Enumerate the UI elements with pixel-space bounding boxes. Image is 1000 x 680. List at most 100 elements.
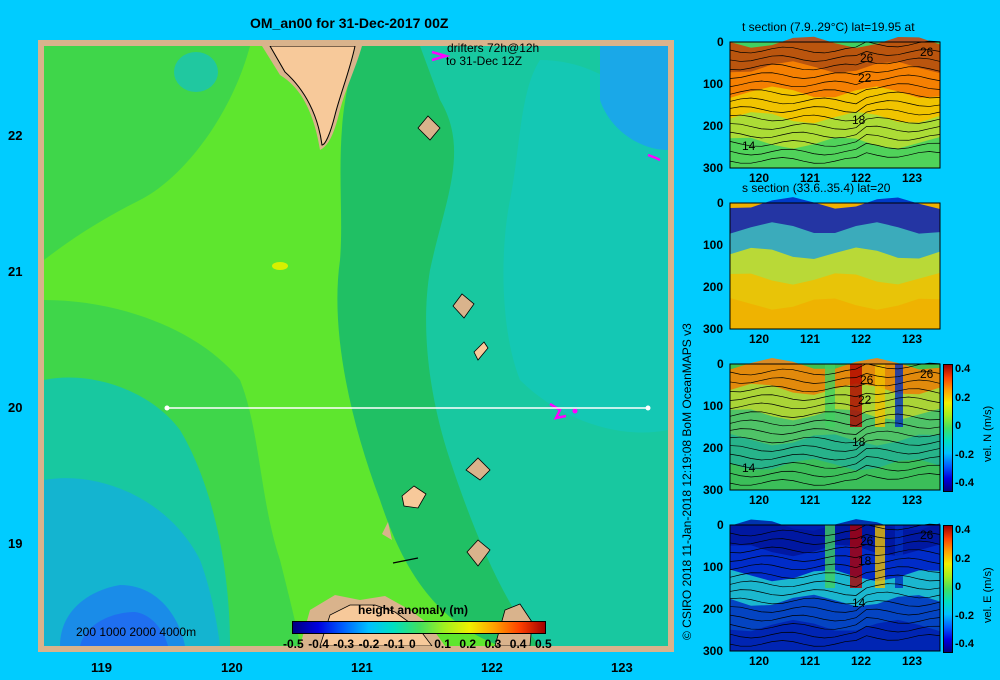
section-panel-2 xyxy=(729,197,941,330)
section-endpoint xyxy=(164,405,170,411)
panel-x-tick: 123 xyxy=(902,332,923,346)
height-colorbar xyxy=(292,621,546,634)
panel-x-tick: 122 xyxy=(851,332,872,346)
panel-title: s section (33.6..35.4) lat=20 xyxy=(742,181,891,195)
island xyxy=(417,115,441,141)
map-y-tick: 20 xyxy=(8,400,23,415)
contour-label: 26 xyxy=(920,367,934,381)
colorbar-tick: -0.1 xyxy=(383,637,405,651)
drifter-track xyxy=(647,153,661,162)
velocity-colorbar-tick: -0.2 xyxy=(955,609,974,622)
velocity-colorbar xyxy=(943,364,953,492)
map-y-tick: 21 xyxy=(8,264,23,279)
contour-label: 22 xyxy=(858,71,872,85)
contour-label: 18 xyxy=(852,113,866,127)
island xyxy=(452,293,475,319)
section-endpoint xyxy=(645,405,651,411)
panel-x-tick: 122 xyxy=(851,654,872,668)
contour-label: 14 xyxy=(742,461,756,475)
velocity-colorbar-tick: 0.2 xyxy=(955,391,971,404)
drifters-label-2: to 31-Dec 12Z xyxy=(446,54,523,68)
island xyxy=(473,341,489,361)
map-x-tick: 120 xyxy=(221,660,243,675)
velocity-colorbar-tick: -0.4 xyxy=(955,638,974,650)
colorbar-tick: -0.2 xyxy=(358,637,380,651)
colorbar-title: height anomaly (m) xyxy=(358,603,469,617)
panel-y-tick: 100 xyxy=(703,238,724,252)
panel-y-tick: 100 xyxy=(703,77,724,91)
colorbar-tick: 0.1 xyxy=(434,637,451,651)
colorbar-tick: 0.4 xyxy=(509,637,527,651)
credit-text: © CSIRO 2018 11-Jan-2018 12:19:08 BoM Oc… xyxy=(680,323,694,640)
colorbar-tick: -0.3 xyxy=(333,637,355,651)
colorbar-tick: 0.3 xyxy=(484,637,502,651)
velocity-colorbar-tick: 0 xyxy=(955,581,962,593)
panel-x-tick: 121 xyxy=(800,332,821,346)
map-x-tick: 119 xyxy=(91,660,112,675)
velocity-colorbar-tick: 0 xyxy=(955,420,962,432)
panel-y-tick: 0 xyxy=(717,357,724,371)
colorbar-tick: 0.5 xyxy=(535,637,552,651)
panel-y-tick: 300 xyxy=(703,322,724,336)
contour-label: 18 xyxy=(858,554,872,568)
panel-y-tick: 0 xyxy=(717,518,724,532)
panel-x-tick: 121 xyxy=(800,171,821,185)
drifters-label-1: drifters 72h@12h xyxy=(447,41,540,55)
panel-y-tick: 300 xyxy=(703,483,724,497)
velocity-colorbar-label: vel. E (m/s) xyxy=(982,567,994,623)
island xyxy=(382,522,392,540)
contour-label: 14 xyxy=(742,139,756,153)
contour-label: 18 xyxy=(852,435,866,449)
panel-y-tick: 300 xyxy=(703,644,724,658)
velocity-colorbar-tick: 0.4 xyxy=(955,363,971,375)
panel-x-tick: 123 xyxy=(902,654,923,668)
map-x-tick: 121 xyxy=(351,660,373,675)
map-title: OM_an00 for 31-Dec-2017 00Z xyxy=(250,15,449,31)
panel-y-tick: 200 xyxy=(703,441,724,455)
panel-y-tick: 0 xyxy=(717,35,724,49)
panel-x-tick: 120 xyxy=(749,171,770,185)
panel-y-tick: 0 xyxy=(717,196,724,210)
panel-y-tick: 200 xyxy=(703,119,724,133)
map-x-tick: 123 xyxy=(611,660,633,675)
velocity-colorbar-tick: -0.4 xyxy=(955,477,974,489)
contour-label: 22 xyxy=(858,393,872,407)
panel-y-tick: 300 xyxy=(703,161,724,175)
drifter-marker xyxy=(572,408,578,414)
panel-x-tick: 120 xyxy=(749,332,770,346)
section-panel-3: 26 26 22 18 14 xyxy=(729,358,941,491)
colorbar-tick: -0.5 xyxy=(283,637,304,651)
panel-x-tick: 120 xyxy=(749,654,770,668)
contour-label: 26 xyxy=(920,528,934,542)
contour-label: 26 xyxy=(860,373,874,387)
section-panel-1: 26 26 22 18 14 xyxy=(729,36,941,169)
colorbar-tick: 0 xyxy=(409,637,416,651)
panel-y-tick: 100 xyxy=(703,399,724,413)
island xyxy=(466,539,491,567)
panel-x-tick: 123 xyxy=(902,171,923,185)
panel-title: t section (7.9..29°C) lat=19.95 at xyxy=(742,20,915,34)
velocity-colorbar-tick: 0.4 xyxy=(955,524,971,536)
velocity-colorbar-tick: 0.2 xyxy=(955,552,971,565)
velocity-colorbar-tick: -0.2 xyxy=(955,448,974,461)
contour-label: 26 xyxy=(860,534,874,548)
panel-y-tick: 200 xyxy=(703,602,724,616)
panel-y-tick: 200 xyxy=(703,280,724,294)
velocity-colorbar-label: vel. N (m/s) xyxy=(982,405,994,462)
map-x-tick: 122 xyxy=(481,660,503,675)
map-y-tick: 22 xyxy=(8,128,23,143)
island xyxy=(465,457,491,481)
drifter-track xyxy=(549,402,567,420)
section-panel-4: 26 26 18 14 xyxy=(729,519,941,652)
drifter-track xyxy=(431,50,451,62)
island xyxy=(401,485,427,509)
depth-legend: 200 1000 2000 4000m xyxy=(76,625,197,639)
colorbar-tick: -0.4 xyxy=(308,637,329,651)
panel-x-tick: 122 xyxy=(851,171,872,185)
contour-label: 26 xyxy=(860,51,874,65)
map-y-tick: 19 xyxy=(8,536,23,551)
contour-label: 26 xyxy=(920,45,934,59)
velocity-colorbar xyxy=(943,525,953,653)
panel-y-tick: 100 xyxy=(703,560,724,574)
